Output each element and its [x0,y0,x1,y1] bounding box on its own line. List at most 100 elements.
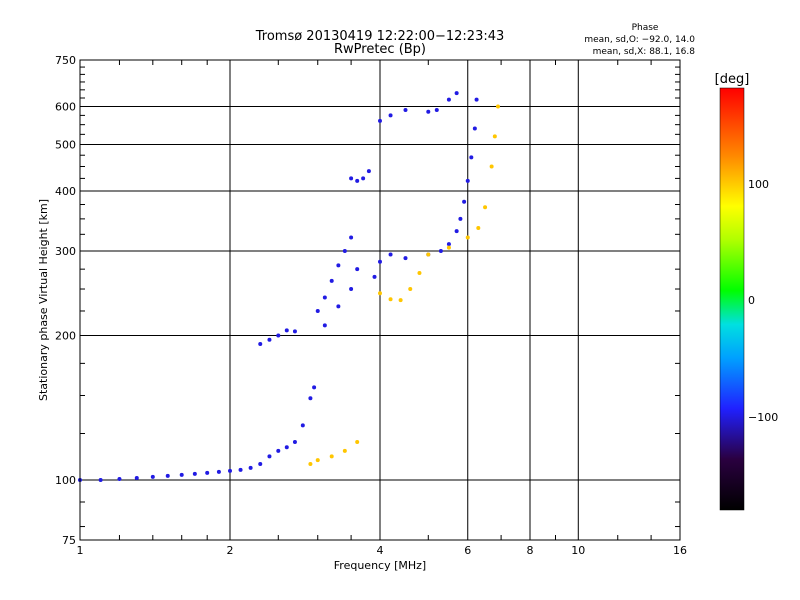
data-point-O [165,473,170,478]
data-point-O [312,385,317,390]
data-point-O [98,478,103,483]
data-point-O [134,475,139,480]
data-point-O [434,108,439,113]
data-point-O [192,471,197,476]
data-point-X [398,298,403,303]
data-point-O [403,108,408,113]
data-point-O [315,308,320,313]
data-point-X [489,164,494,169]
phase-stats-o: mean, sd,O: −92.0, 14.0 [584,35,695,45]
data-point-O [336,263,341,268]
data-point-X [495,104,500,109]
data-point-O [469,155,474,160]
x-tick-label: 16 [673,544,687,557]
data-point-O [329,278,334,283]
data-point-X [378,291,382,296]
axis-ticks: 1 2 4 6 8 10 16 75 100 200 300 400 500 600 750 [55,54,687,557]
y-axis-label: Stationary phase Virtual Height [km] [37,199,50,401]
data-point-O [355,178,360,183]
y-tick-label: 500 [55,139,76,152]
data-point-O [349,235,354,240]
y-tick-label: 75 [62,534,76,547]
colorbar-tick-100: 100 [748,178,769,191]
data-point-X [417,270,422,275]
chart-subtitle: RwPretec (Bp) [334,42,426,57]
y-tick-label: 300 [55,245,76,258]
y-tick-label: 200 [55,330,76,343]
data-point-O [454,91,459,96]
colorbar-tick-0: 0 [748,294,755,307]
data-point-X [342,448,347,453]
data-point-O [267,337,272,342]
data-point-O [300,423,305,428]
data-point-O [117,476,122,481]
data-point-O [284,445,289,450]
data-point-X [315,458,320,463]
data-point-X [476,226,481,231]
x-tick-label: 10 [571,544,585,557]
data-point-O [308,396,313,401]
data-points [78,91,500,483]
data-point-X [408,287,413,292]
plot-area [79,59,681,541]
data-point-O [388,113,393,118]
data-point-O [454,229,459,234]
data-point-O [378,118,382,123]
x-tick-label: 4 [377,544,384,557]
data-point-O [438,249,443,254]
data-point-O [372,274,377,279]
data-point-O [322,323,327,328]
data-point-O [276,448,281,453]
data-point-O [458,216,463,221]
colorbar-label: [deg] [715,72,750,87]
phase-stats-heading: Phase [632,23,659,33]
data-point-X [465,235,470,240]
phase-colorbar [719,87,745,511]
data-point-X [446,245,451,250]
data-point-O [284,328,289,333]
data-point-O [216,469,221,474]
data-point-O [258,342,263,347]
data-point-O [355,267,360,272]
data-point-X [308,461,313,466]
data-point-O [378,259,382,264]
data-point-O [292,329,297,334]
data-point-X [329,454,334,459]
data-point-X [388,297,393,302]
data-point-O [267,454,272,459]
x-tick-label: 2 [227,544,234,557]
data-point-O [276,333,281,338]
data-point-O [474,97,479,102]
data-point-O [349,287,354,292]
data-point-O [150,474,155,479]
y-tick-label: 400 [55,185,76,198]
data-point-O [248,465,253,470]
x-tick-label: 8 [527,544,534,557]
data-point-O [361,176,366,181]
chart-title: Tromsø 20130419 12:22:00−12:23:43 [255,29,505,44]
data-point-O [366,169,371,174]
data-point-O [388,252,393,257]
data-point-X [426,252,431,257]
data-point-O [292,440,297,445]
data-point-O [462,199,467,204]
data-point-O [446,242,451,247]
data-point-O [465,178,470,183]
data-point-O [426,109,431,114]
data-point-O [238,467,243,472]
x-tick-label: 1 [77,544,84,557]
phase-stats-x: mean, sd,X: 88.1, 16.8 [593,47,696,57]
data-point-O [403,256,408,261]
y-tick-label: 100 [55,474,76,487]
data-point-O [179,472,184,477]
data-point-O [472,126,477,131]
data-point-O [228,468,232,473]
data-point-O [446,97,451,102]
data-point-X [492,134,497,139]
x-tick-label: 6 [464,544,471,557]
data-point-O [342,249,347,254]
data-point-O [258,461,263,466]
y-tick-label: 600 [55,101,76,114]
grid-lines [80,60,680,540]
